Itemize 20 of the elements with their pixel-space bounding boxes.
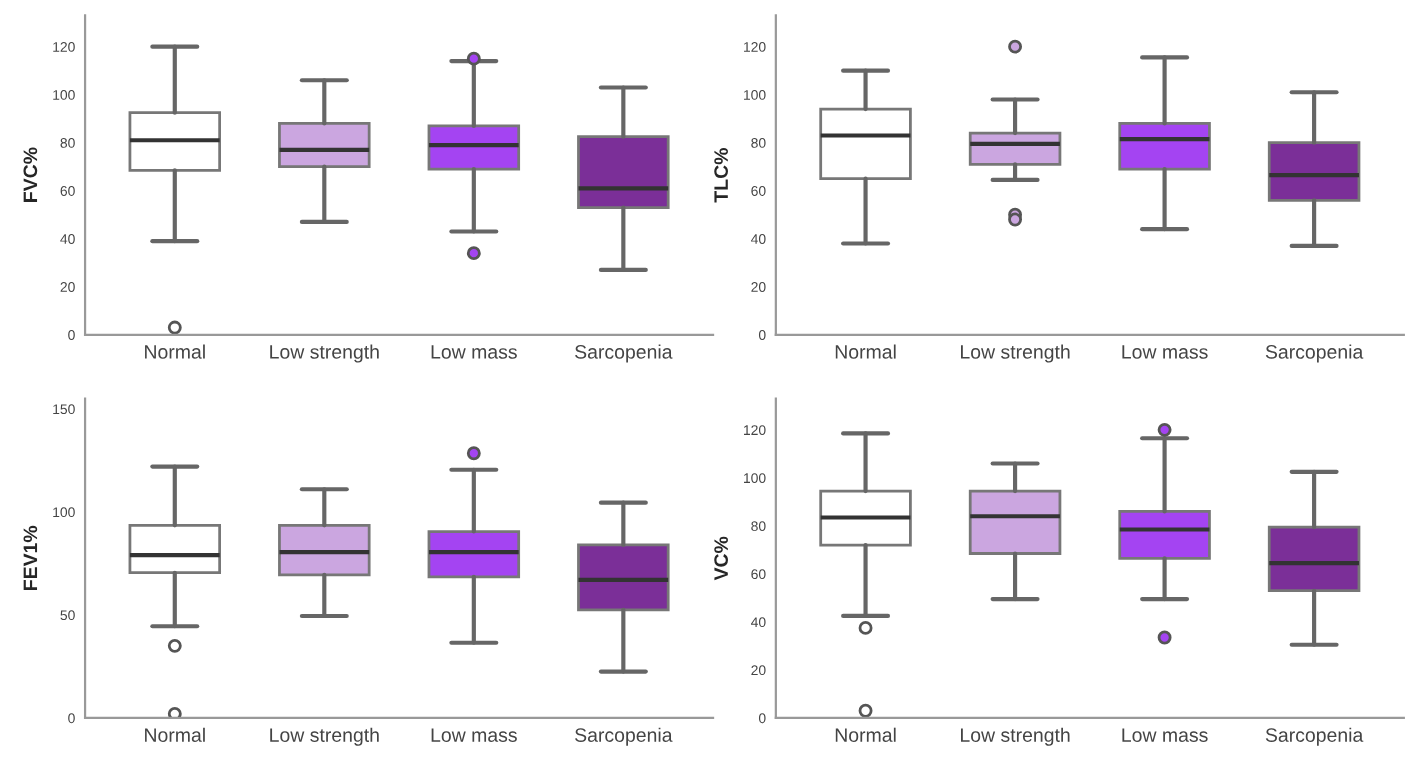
x-tick-label: Sarcopenia <box>575 727 673 746</box>
y-axis-title: TLC% <box>714 148 728 203</box>
x-tick-label: Sarcopenia <box>1265 344 1364 363</box>
x-tick-label: Sarcopenia <box>1265 727 1364 746</box>
x-tick-label: Low mass <box>1122 728 1208 742</box>
x-tick-label: Sarcopenia <box>575 344 673 363</box>
x-tick-label: Normal <box>145 727 205 742</box>
x-tick-label: Low strength <box>961 344 1070 363</box>
y-axis-title: VC% <box>714 536 728 581</box>
x-tick-label: Low mass <box>431 728 517 742</box>
y-axis-title: FVC% <box>23 147 38 202</box>
x-tick-label: Normal <box>145 344 205 359</box>
x-tick-label: Low strength <box>961 727 1070 746</box>
x-tick-label: Low mass <box>1122 345 1208 359</box>
x-tick-label: Low strength <box>270 344 379 363</box>
x-tick-label: Normal <box>835 344 896 359</box>
x-tick-label: Low strength <box>270 727 379 746</box>
x-tick-label: Normal <box>835 727 896 742</box>
y-axis-title: FEV1% <box>23 525 38 590</box>
x-tick-label: Low mass <box>431 345 517 359</box>
